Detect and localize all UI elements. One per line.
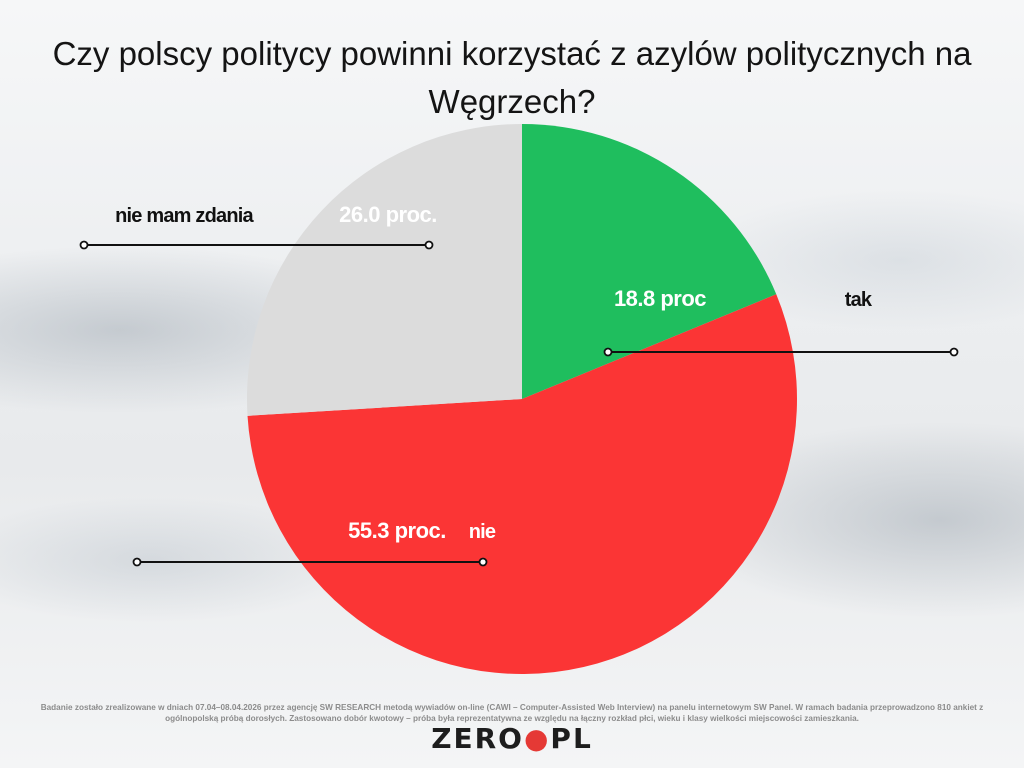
pie-slice-nie-mam-zdania xyxy=(247,124,522,416)
leader-dot-tak-start xyxy=(603,347,613,357)
chart-title: Czy polscy politycy powinni korzystać z … xyxy=(52,35,972,120)
leader-dot-nie-mam-zdania-start xyxy=(79,240,89,250)
category-label-nie: nie xyxy=(469,521,496,543)
survey-footnote: Badanie zostało zrealizowane w dniach 07… xyxy=(40,703,984,723)
pie-slice-tak xyxy=(522,124,777,399)
leader-dot-nie-end xyxy=(478,557,488,567)
zero-pl-logo: ZERO●PL xyxy=(0,722,1024,755)
value-label-nie: 55.3 proc. xyxy=(348,518,446,543)
value-label-tak: 18.8 proc xyxy=(614,286,706,311)
leader-dot-tak-end xyxy=(949,347,959,357)
pie-slice-nie xyxy=(247,294,797,674)
category-label-tak: tak xyxy=(845,289,873,311)
leader-dot-nie-start xyxy=(132,557,142,567)
value-label-nie-mam-zdania: 26.0 proc. xyxy=(339,202,437,227)
logo-text-left: ZERO xyxy=(431,722,524,755)
logo-dot: ● xyxy=(523,722,551,755)
leader-dot-nie-mam-zdania-end xyxy=(424,240,434,250)
logo-text-right: PL xyxy=(550,722,593,755)
category-label-nie-mam-zdania: nie mam zdania xyxy=(115,205,254,227)
